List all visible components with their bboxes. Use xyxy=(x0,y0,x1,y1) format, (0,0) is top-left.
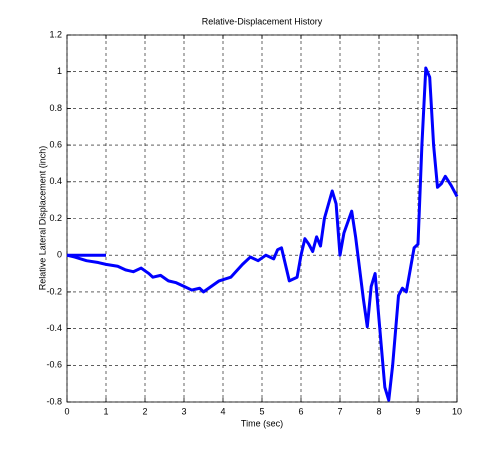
x-tick-label: 1 xyxy=(103,406,108,416)
x-tick-label: 0 xyxy=(64,406,69,416)
y-tick-label: 0.2 xyxy=(49,213,62,223)
y-tick-label: -0.4 xyxy=(46,323,62,333)
y-tick-label: 1.2 xyxy=(49,29,62,39)
y-axis-label: Relative Lateral Displacement (inch) xyxy=(37,146,47,291)
x-tick-label: 9 xyxy=(415,406,420,416)
x-tick-label: 4 xyxy=(220,406,225,416)
plot-frame xyxy=(66,34,458,403)
y-tick-label: -0.2 xyxy=(46,286,62,296)
y-tick-label: 0.8 xyxy=(49,103,62,113)
x-tick-label: 3 xyxy=(181,406,186,416)
y-tick-label: 1 xyxy=(57,66,62,76)
y-tick-label: 0 xyxy=(57,250,62,260)
y-tick-label: -0.6 xyxy=(46,360,62,370)
x-tick-label: 2 xyxy=(142,406,147,416)
x-tick-label: 10 xyxy=(452,406,462,416)
x-tick-label: 6 xyxy=(298,406,303,416)
y-tick-label: -0.8 xyxy=(46,396,62,406)
x-tick-label: 8 xyxy=(376,406,381,416)
x-tick-label: 5 xyxy=(259,406,264,416)
y-tick-label: 0.6 xyxy=(49,139,62,149)
data-line xyxy=(66,66,459,402)
y-tick-label: 0.4 xyxy=(49,176,62,186)
x-axis-label: Time (sec) xyxy=(241,418,283,428)
x-tick-label: 7 xyxy=(337,406,342,416)
chart-title: Relative-Displacement History xyxy=(202,16,323,26)
